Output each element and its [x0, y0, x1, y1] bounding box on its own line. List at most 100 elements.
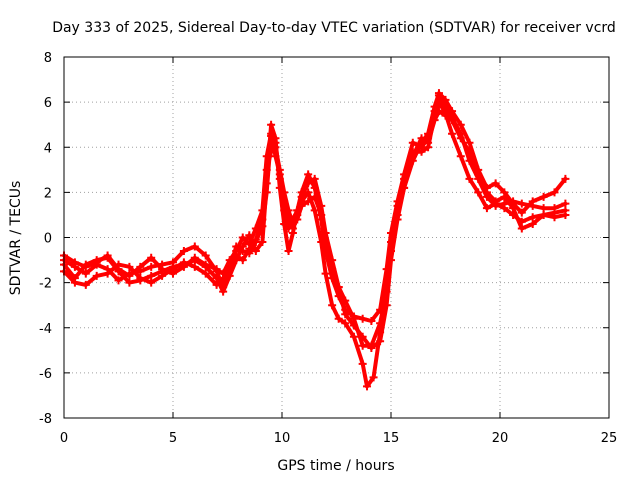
- data-point: [465, 174, 474, 183]
- data-point: [434, 107, 443, 116]
- data-point: [92, 271, 101, 280]
- data-point: [147, 278, 156, 287]
- x-tick-label: 10: [274, 431, 291, 446]
- data-point: [341, 319, 350, 328]
- data-point: [190, 242, 199, 251]
- data-point: [369, 373, 378, 382]
- data-point: [474, 188, 483, 197]
- data-point: [328, 301, 337, 310]
- y-tick-label: 8: [44, 51, 52, 66]
- data-point: [456, 134, 465, 143]
- data-point: [456, 120, 465, 129]
- data-point: [424, 138, 433, 147]
- data-point: [430, 102, 439, 111]
- data-point: [500, 204, 509, 213]
- data-point: [358, 359, 367, 368]
- data-point: [304, 179, 313, 188]
- data-point: [136, 262, 145, 271]
- axis-ticks: [63, 56, 610, 419]
- series-line: [62, 100, 568, 389]
- data-point: [517, 208, 526, 217]
- data-point: [387, 247, 395, 256]
- data-point: [528, 213, 537, 222]
- data-point: [271, 143, 280, 152]
- data-point: [448, 107, 457, 116]
- data-point: [341, 310, 350, 319]
- data-point: [81, 262, 90, 271]
- x-tick-label: 0: [60, 431, 68, 446]
- data-point: [349, 314, 358, 323]
- data-point: [225, 271, 234, 280]
- data-point: [491, 197, 500, 206]
- data-point: [103, 251, 112, 260]
- data-point: [561, 210, 570, 219]
- data-point: [408, 138, 417, 147]
- data-point: [114, 276, 123, 285]
- y-tick-label: -2: [39, 277, 52, 292]
- data-point: [70, 278, 79, 287]
- data-point: [304, 197, 313, 206]
- x-tick-label: 20: [492, 431, 509, 446]
- data-point: [280, 219, 289, 228]
- data-point: [317, 210, 326, 219]
- data-point: [70, 258, 79, 267]
- y-tick-label: -8: [39, 412, 52, 427]
- data-point: [550, 213, 559, 222]
- data-point: [500, 192, 509, 201]
- data-point: [341, 296, 350, 305]
- data-point: [103, 269, 112, 278]
- data-point: [310, 206, 319, 215]
- data-point: [367, 316, 376, 325]
- data-point: [190, 262, 199, 271]
- data-point: [114, 260, 123, 269]
- data-point: [528, 219, 537, 228]
- data-point: [280, 188, 289, 197]
- y-tick-label: 2: [44, 186, 52, 201]
- data-point: [328, 265, 337, 274]
- data-point: [550, 188, 559, 197]
- data-point: [284, 247, 293, 256]
- data-point: [201, 260, 210, 269]
- x-tick-labels: 0 5 10 15 20 25: [60, 431, 617, 446]
- data-point: [465, 147, 474, 156]
- data-point: [125, 271, 134, 280]
- data-point: [288, 219, 297, 228]
- data-point: [258, 215, 267, 224]
- data-point: [201, 251, 210, 260]
- data-point: [482, 204, 491, 213]
- data-point: [517, 224, 526, 233]
- data-point: [430, 116, 439, 125]
- series-line: [62, 91, 568, 351]
- data-point: [267, 120, 276, 129]
- data-point: [334, 283, 343, 292]
- data-point: [258, 238, 267, 247]
- data-point: [251, 235, 260, 244]
- data-point: [219, 287, 228, 296]
- data-point: [310, 192, 319, 201]
- data-point: [441, 95, 450, 104]
- data-point: [179, 258, 188, 267]
- y-tick-labels: -8 -6 -4 -2 0 2 4 6 8: [39, 51, 52, 427]
- data-point: [393, 210, 402, 219]
- data-point: [136, 274, 145, 283]
- data-point: [517, 199, 526, 208]
- data-point: [539, 210, 548, 219]
- data-point: [482, 188, 491, 197]
- data-point: [297, 192, 306, 201]
- series-track-b: [60, 98, 570, 391]
- data-point: [528, 197, 537, 206]
- data-point: [321, 269, 330, 278]
- x-tick-label: 15: [383, 431, 400, 446]
- data-point: [179, 247, 188, 256]
- series-line: [62, 109, 568, 348]
- data-point: [334, 314, 343, 323]
- data-point: [509, 204, 518, 213]
- data-point: [262, 165, 271, 174]
- data-point: [561, 174, 570, 183]
- y-tick-label: 6: [44, 96, 52, 111]
- data-point: [275, 165, 284, 174]
- data-point: [400, 183, 409, 192]
- data-point: [225, 262, 234, 271]
- data-point: [310, 174, 319, 183]
